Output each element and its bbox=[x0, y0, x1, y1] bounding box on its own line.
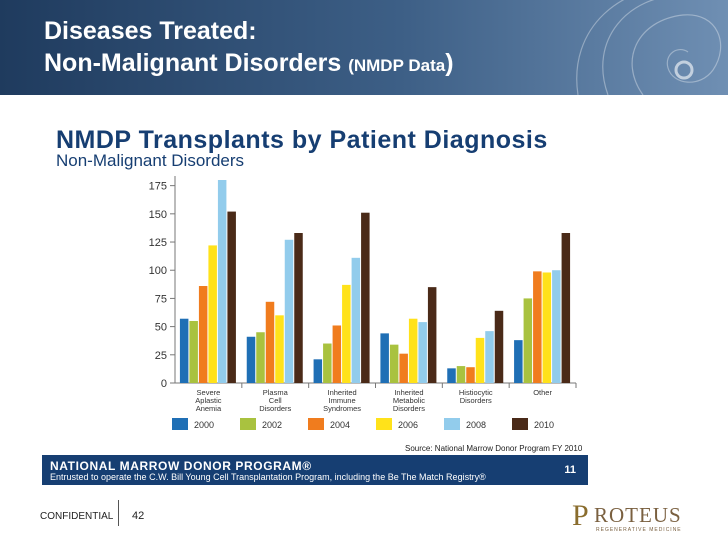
banner-page-number: 11 bbox=[564, 464, 576, 476]
bar bbox=[361, 212, 370, 383]
y-tick-label: 25 bbox=[155, 350, 167, 362]
bar bbox=[399, 353, 408, 383]
bar bbox=[427, 287, 437, 383]
bar bbox=[456, 366, 466, 383]
y-tick-label: 50 bbox=[155, 322, 167, 334]
legend-label: 2002 bbox=[262, 420, 282, 430]
x-tick-label: Cell bbox=[269, 396, 282, 405]
bar bbox=[533, 271, 542, 383]
legend-swatch bbox=[240, 418, 256, 430]
bar bbox=[552, 270, 561, 383]
legend-swatch bbox=[308, 418, 324, 430]
bar bbox=[265, 301, 275, 383]
y-tick-label: 175 bbox=[149, 181, 167, 193]
bar bbox=[514, 340, 523, 383]
x-tick-label: Severe bbox=[197, 388, 221, 397]
slide-title-main: Non-Malignant Disorders bbox=[44, 49, 342, 77]
x-tick-label: Inherited bbox=[394, 388, 423, 397]
legend-swatch bbox=[512, 418, 528, 430]
spiral-decoration-icon bbox=[576, 0, 722, 95]
x-tick-label: Histiocytic bbox=[459, 388, 493, 397]
x-tick-label: Inherited bbox=[327, 388, 356, 397]
logo-word: ROTEUS bbox=[594, 503, 682, 527]
legend-swatch bbox=[172, 418, 188, 430]
slide-title-line1: Diseases Treated: bbox=[44, 17, 257, 45]
logo-subtitle: REGENERATIVE MEDICINE bbox=[596, 527, 682, 533]
bar bbox=[447, 368, 456, 383]
slide-title-source: (NMDP Data bbox=[348, 56, 446, 75]
bar bbox=[179, 318, 189, 383]
proteus-logo: P ROTEUS REGENERATIVE MEDICINE bbox=[572, 499, 722, 537]
bar bbox=[294, 233, 303, 383]
banner-program-name: NATIONAL MARROW DONOR PROGRAM® bbox=[50, 459, 312, 473]
bar bbox=[227, 211, 236, 383]
x-tick-label: Plasma bbox=[263, 388, 289, 397]
legend-label: 2004 bbox=[330, 420, 350, 430]
legend-label: 2008 bbox=[466, 420, 486, 430]
bar bbox=[542, 272, 552, 383]
bar bbox=[408, 318, 418, 383]
x-tick-label: Other bbox=[533, 388, 552, 397]
confidential-label: CONFIDENTIAL bbox=[40, 511, 114, 522]
bar bbox=[332, 325, 342, 383]
bar bbox=[275, 315, 284, 383]
x-tick-label: Anemia bbox=[196, 404, 222, 413]
bar bbox=[313, 359, 323, 383]
footer-divider bbox=[118, 500, 119, 526]
bar bbox=[256, 332, 265, 383]
bar bbox=[466, 367, 475, 383]
legend-label: 2000 bbox=[194, 420, 214, 430]
slide-title-line2: Non-Malignant Disorders (NMDP Data) bbox=[44, 48, 454, 81]
slide-title-close: ) bbox=[445, 49, 454, 77]
bar bbox=[389, 344, 399, 383]
x-tick-label: Immune bbox=[329, 396, 356, 405]
chart-source: Source: National Marrow Donor Program FY… bbox=[405, 444, 583, 453]
bar bbox=[485, 331, 494, 383]
x-tick-label: Disorders bbox=[393, 404, 425, 413]
x-tick-label: Syndromes bbox=[323, 404, 361, 413]
bar bbox=[523, 298, 533, 383]
nmdp-banner: NATIONAL MARROW DONOR PROGRAM® Entrusted… bbox=[42, 455, 588, 485]
x-tick-label: Disorders bbox=[460, 396, 492, 405]
bar bbox=[217, 180, 227, 383]
legend-swatch bbox=[376, 418, 392, 430]
bar bbox=[418, 322, 427, 383]
y-tick-label: 75 bbox=[155, 293, 167, 305]
banner-tagline: Entrusted to operate the C.W. Bill Young… bbox=[50, 472, 486, 482]
y-tick-label: 100 bbox=[149, 265, 167, 277]
bar bbox=[380, 333, 389, 383]
chart-subtitle: Non-Malignant Disorders bbox=[56, 151, 245, 170]
y-tick-label: 125 bbox=[149, 237, 167, 249]
bar bbox=[342, 284, 351, 383]
bar bbox=[351, 257, 361, 383]
slide-number: 42 bbox=[132, 510, 145, 522]
y-tick-label: 150 bbox=[149, 209, 167, 221]
legend-label: 2010 bbox=[534, 420, 554, 430]
legend-label: 2006 bbox=[398, 420, 418, 430]
bar bbox=[246, 336, 256, 383]
bar bbox=[494, 310, 504, 383]
bar bbox=[208, 245, 217, 383]
y-tick-label: 0 bbox=[161, 378, 167, 390]
x-tick-label: Disorders bbox=[259, 404, 291, 413]
chart-title: NMDP Transplants by Patient Diagnosis bbox=[56, 126, 548, 154]
bar bbox=[189, 320, 198, 383]
bar bbox=[475, 337, 485, 383]
bar bbox=[323, 343, 332, 383]
bar bbox=[284, 239, 294, 383]
legend-swatch bbox=[444, 418, 460, 430]
bar bbox=[561, 233, 571, 383]
x-tick-label: Aplastic bbox=[195, 396, 222, 405]
bar bbox=[198, 286, 208, 383]
slide-header: Diseases Treated: Non-Malignant Disorder… bbox=[0, 0, 728, 95]
logo-initial: P bbox=[572, 499, 589, 532]
x-tick-label: Metabolic bbox=[393, 396, 425, 405]
